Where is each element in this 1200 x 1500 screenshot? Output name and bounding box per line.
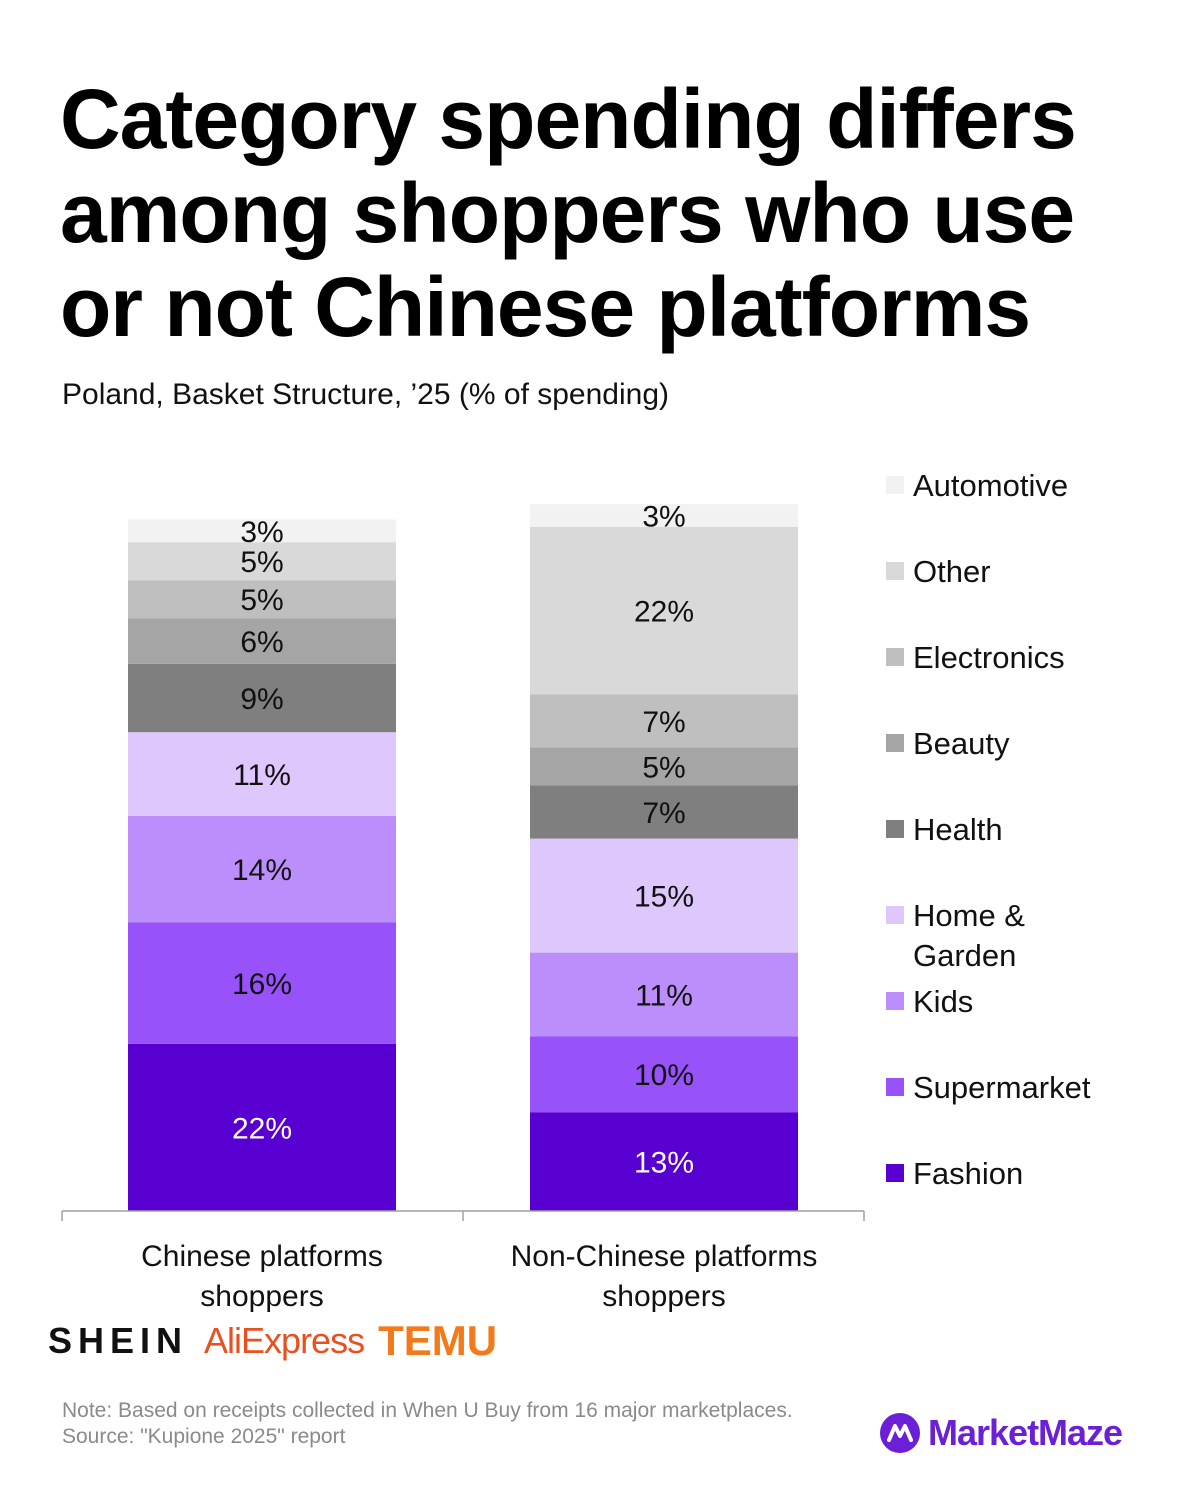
bar-segment-kids-2 — [530, 952, 798, 1037]
chart-title: Category spending differs among shoppers… — [60, 72, 1077, 354]
legend-swatch — [886, 734, 904, 752]
data-label: 16% — [232, 968, 292, 1001]
bar-segment-home-garden-2 — [530, 838, 798, 953]
bar-segment-automotive-1 — [128, 519, 396, 543]
legend-swatch — [886, 906, 904, 924]
data-label: 5% — [240, 546, 283, 579]
legend-swatch — [886, 992, 904, 1010]
platform-logos: SHEIN AliExpress TEMU — [48, 1317, 498, 1364]
chart-subtitle: Poland, Basket Structure, ’25 (% of spen… — [62, 378, 670, 411]
data-label: 7% — [642, 706, 685, 739]
brand-name: MarketMaze — [928, 1412, 1123, 1453]
data-label: 14% — [232, 854, 292, 887]
data-label: 9% — [240, 683, 283, 716]
bars-layer: 22%16%14%11%9%6%5%5%3%13%10%11%15%7%5%7%… — [128, 501, 798, 1211]
legend-label: Supermarket — [913, 1070, 1091, 1105]
legend-swatch — [886, 648, 904, 666]
x-tick-label: Non-Chinese platforms — [511, 1240, 818, 1273]
data-label: 3% — [240, 516, 283, 549]
data-label: 11% — [635, 979, 693, 1012]
bar-segment-kids-1 — [128, 815, 396, 923]
legend-label: Garden — [913, 938, 1016, 973]
bar-segment-health-1 — [128, 663, 396, 733]
legend-label: Home & — [913, 898, 1025, 933]
x-tick-label: shoppers — [200, 1280, 323, 1313]
bar-segment-fashion-2 — [530, 1112, 798, 1211]
bar-segment-fashion-1 — [128, 1043, 396, 1211]
bar-segment-electronics-2 — [530, 694, 798, 748]
data-label: 11% — [233, 759, 291, 792]
data-label: 7% — [642, 797, 685, 830]
temu-logo: TEMU — [378, 1317, 498, 1364]
legend-label: Automotive — [913, 468, 1068, 503]
legend-label: Health — [913, 812, 1003, 847]
legend-label: Electronics — [913, 640, 1065, 675]
data-label: 15% — [634, 881, 694, 914]
footnote: Note: Based on receipts collected in Whe… — [62, 1398, 793, 1450]
bar-segment-beauty-2 — [530, 747, 798, 786]
bar-segment-other-1 — [128, 542, 396, 581]
bar-segment-electronics-1 — [128, 580, 396, 619]
legend-swatch — [886, 820, 904, 838]
bar-segment-home-garden-1 — [128, 732, 396, 816]
legend-swatch — [886, 1078, 904, 1096]
legend-label: Beauty — [913, 726, 1010, 761]
footnote-note: Note: Based on receipts collected in Whe… — [62, 1399, 793, 1422]
legend-label: Other — [913, 554, 991, 589]
footnote-source: Source: "Kupione 2025" report — [62, 1425, 346, 1448]
legend-swatch — [886, 1164, 904, 1182]
legend-swatch — [886, 562, 904, 580]
data-label: 13% — [634, 1147, 694, 1180]
bar-segment-beauty-1 — [128, 618, 396, 664]
bar-segment-supermarket-1 — [128, 922, 396, 1044]
bar-segment-health-2 — [530, 785, 798, 839]
brand-logo: MarketMaze — [880, 1412, 1123, 1454]
x-tick-label: Chinese platforms — [141, 1240, 383, 1273]
x-axis: Chinese platforms shoppers Non-Chinese pla… — [61, 1210, 865, 1313]
aliexpress-logo: AliExpress — [204, 1320, 365, 1361]
data-label: 5% — [642, 751, 685, 784]
data-label: 6% — [240, 626, 283, 659]
legend-label: Fashion — [913, 1156, 1023, 1191]
bar-segment-supermarket-2 — [530, 1036, 798, 1113]
legend-label: Kids — [913, 984, 973, 1019]
data-label: 10% — [634, 1059, 694, 1092]
data-label: 22% — [232, 1112, 292, 1145]
bar-segment-other-2 — [530, 527, 798, 695]
x-tick-label: shoppers — [602, 1280, 725, 1313]
legend-swatch — [886, 476, 904, 494]
bar-segment-automotive-2 — [530, 504, 798, 527]
legend: Automotive Other Electronics Beauty Health Ho… — [886, 468, 1091, 1191]
data-label: 3% — [642, 501, 685, 534]
data-label: 5% — [240, 584, 283, 617]
shein-logo: SHEIN — [48, 1320, 189, 1361]
data-label: 22% — [634, 596, 694, 629]
marketmaze-icon — [880, 1413, 920, 1453]
